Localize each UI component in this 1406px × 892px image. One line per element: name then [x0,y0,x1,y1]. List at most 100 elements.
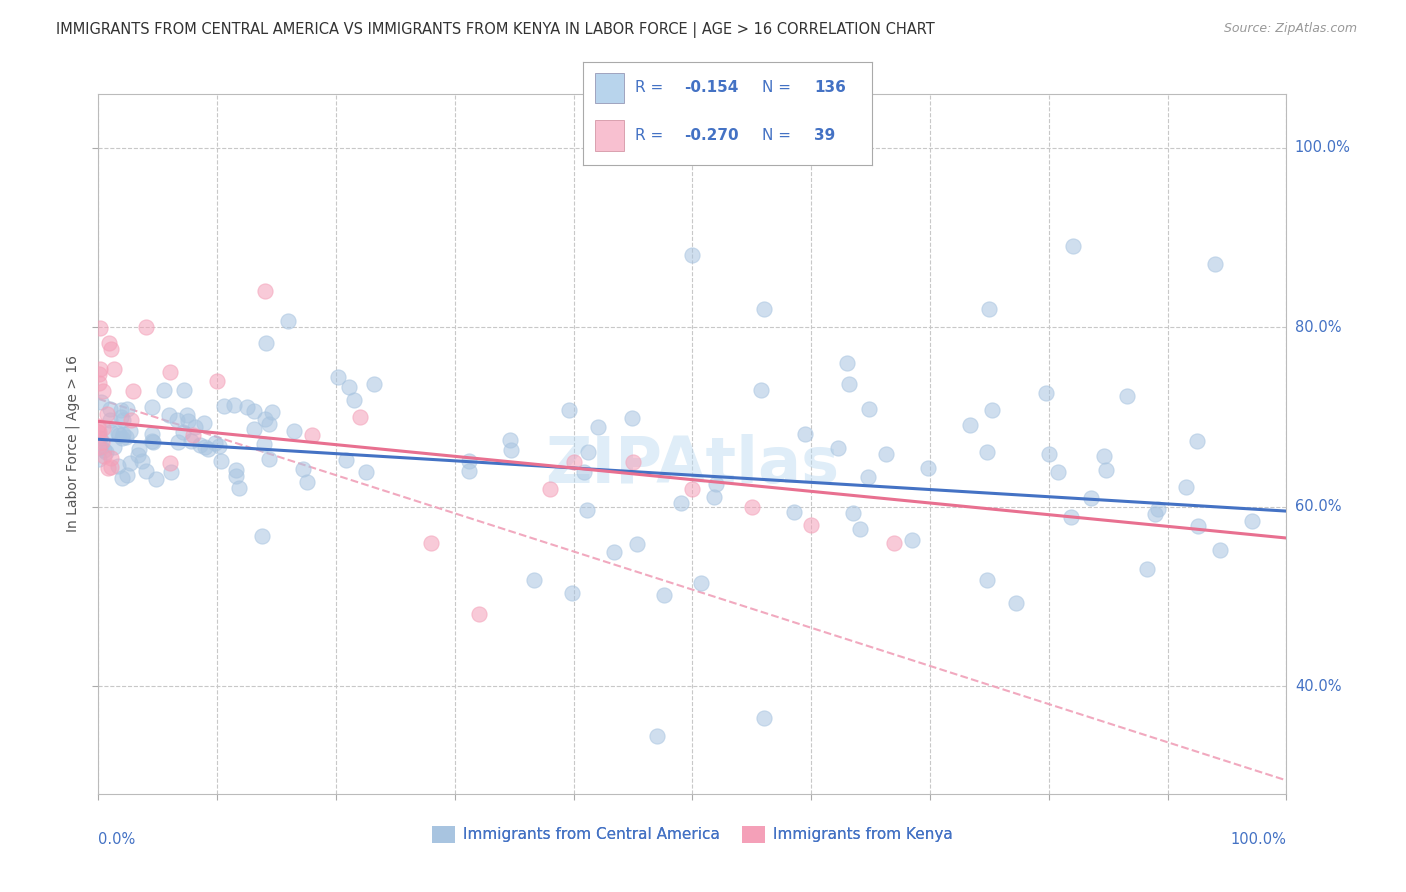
Point [917,461,939,475]
Point [100,425,122,439]
Legend: Immigrants from Central America, Immigrants from Kenya: Immigrants from Central America, Immigra… [426,820,959,849]
Point [467,607,489,622]
Point [93,449,115,463]
Point [142,435,165,450]
Point [576,444,599,458]
Point [90,395,112,409]
Point [100,460,122,475]
Text: -0.270: -0.270 [685,128,740,144]
Point [91,421,114,435]
Point [420,535,443,549]
Point [343,393,366,408]
Point [103,362,125,376]
Point [856,469,879,483]
Point [122,384,145,399]
Point [167,434,190,449]
Point [254,412,277,426]
Point [621,455,644,469]
Point [260,404,283,418]
Point [87,367,110,381]
Point [356,465,378,479]
Point [112,412,135,426]
Point [752,302,775,317]
Point [120,413,142,427]
Point [1144,507,1167,521]
Point [108,427,131,442]
Point [91,434,114,449]
Point [253,437,276,451]
Point [704,476,727,491]
Point [112,426,135,441]
Point [87,452,110,467]
Point [838,377,860,392]
Point [90,440,112,454]
Text: R =: R = [636,128,668,144]
Point [89,362,111,376]
Point [1136,562,1159,576]
Point [1147,501,1170,516]
Point [1060,510,1083,524]
Point [100,342,122,356]
Point [135,464,157,478]
Point [118,456,141,470]
Point [848,522,870,536]
Point [1046,466,1069,480]
Point [349,409,371,424]
Point [91,384,114,398]
Point [1185,434,1208,448]
Point [603,545,626,559]
Point [574,465,596,479]
Point [208,439,231,453]
Point [225,468,247,483]
Point [250,529,273,543]
Point [141,427,163,442]
Point [111,471,134,485]
Point [257,451,280,466]
Point [188,438,211,452]
Point [118,424,141,438]
Text: 80.0%: 80.0% [1295,319,1341,334]
Text: 39: 39 [814,128,835,144]
Point [224,398,246,412]
Text: R =: R = [636,80,668,95]
Point [901,533,924,548]
Point [98,402,121,417]
Point [681,248,703,262]
Text: N =: N = [762,80,796,95]
Point [1035,386,1057,401]
Point [159,456,181,470]
Point [212,399,235,413]
Point [335,452,357,467]
Point [157,408,180,422]
Point [1038,447,1060,461]
Point [1204,257,1226,271]
Point [166,413,188,427]
Point [523,573,546,587]
Point [98,335,121,350]
Y-axis label: In Labor Force | Age > 16: In Labor Force | Age > 16 [65,355,80,533]
Point [538,482,561,496]
Text: 60.0%: 60.0% [1295,500,1341,514]
Point [800,517,823,532]
Point [128,442,150,457]
Point [1095,462,1118,476]
Point [87,418,110,433]
Point [1187,519,1209,533]
Point [89,321,111,335]
Point [127,448,149,462]
Point [690,576,713,591]
Point [131,454,153,468]
Point [363,377,385,392]
Point [184,419,207,434]
Point [782,505,804,519]
Point [1004,596,1026,610]
Point [277,313,299,327]
Point [875,447,897,461]
Text: IMMIGRANTS FROM CENTRAL AMERICA VS IMMIGRANTS FROM KENYA IN LABOR FORCE | AGE > : IMMIGRANTS FROM CENTRAL AMERICA VS IMMIG… [56,22,935,38]
Point [749,384,772,398]
Point [114,430,136,444]
Point [626,537,648,551]
Point [561,585,583,599]
Point [1080,491,1102,505]
Point [197,442,219,456]
